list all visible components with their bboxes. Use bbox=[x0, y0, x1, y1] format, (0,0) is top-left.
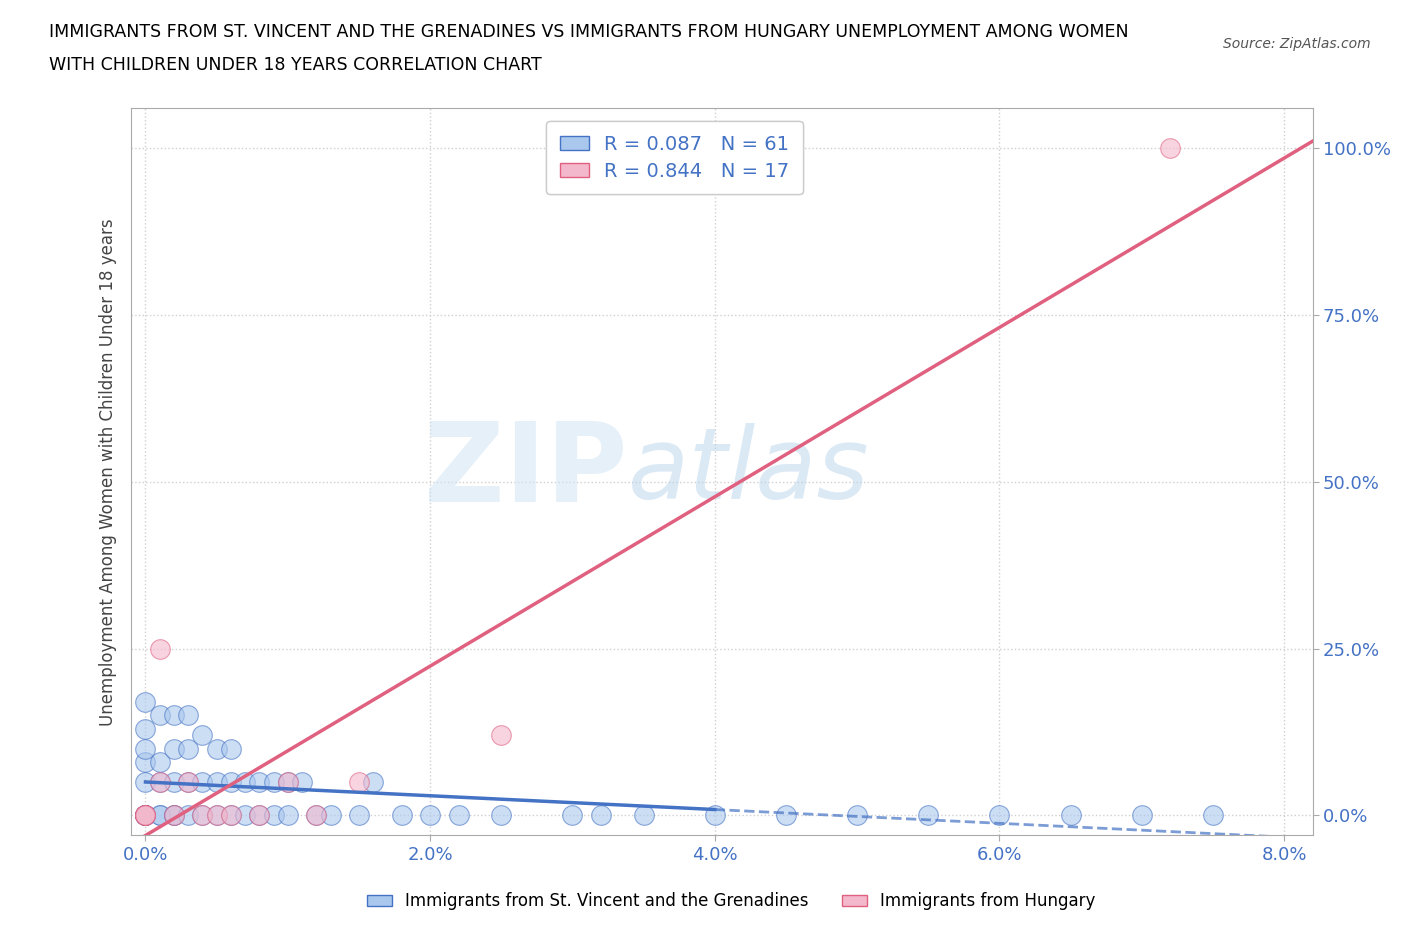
Point bbox=[247, 775, 270, 790]
Point bbox=[633, 808, 655, 823]
Point bbox=[177, 775, 200, 790]
Point bbox=[134, 808, 156, 823]
Point bbox=[191, 808, 214, 823]
Point bbox=[247, 808, 270, 823]
Point bbox=[191, 775, 214, 790]
Point bbox=[205, 775, 228, 790]
Point bbox=[361, 775, 384, 790]
Point bbox=[589, 808, 612, 823]
Point bbox=[305, 808, 328, 823]
Legend: Immigrants from St. Vincent and the Grenadines, Immigrants from Hungary: Immigrants from St. Vincent and the Gren… bbox=[360, 885, 1102, 917]
Point bbox=[263, 775, 285, 790]
Point bbox=[491, 808, 513, 823]
Point bbox=[491, 728, 513, 743]
Point bbox=[233, 775, 256, 790]
Point bbox=[233, 808, 256, 823]
Text: Source: ZipAtlas.com: Source: ZipAtlas.com bbox=[1223, 37, 1371, 51]
Point bbox=[219, 741, 242, 756]
Point bbox=[1202, 808, 1225, 823]
Point bbox=[163, 808, 186, 823]
Point bbox=[149, 808, 172, 823]
Point bbox=[846, 808, 869, 823]
Point bbox=[561, 808, 583, 823]
Point bbox=[149, 775, 172, 790]
Y-axis label: Unemployment Among Women with Children Under 18 years: Unemployment Among Women with Children U… bbox=[100, 218, 117, 725]
Point bbox=[988, 808, 1011, 823]
Point bbox=[205, 808, 228, 823]
Point bbox=[775, 808, 797, 823]
Point bbox=[219, 775, 242, 790]
Point bbox=[305, 808, 328, 823]
Point bbox=[219, 808, 242, 823]
Point bbox=[1130, 808, 1153, 823]
Point bbox=[291, 775, 314, 790]
Point bbox=[134, 721, 156, 736]
Point bbox=[163, 775, 186, 790]
Point bbox=[447, 808, 470, 823]
Point bbox=[177, 741, 200, 756]
Point bbox=[263, 808, 285, 823]
Point bbox=[149, 754, 172, 769]
Point bbox=[277, 808, 299, 823]
Point bbox=[191, 808, 214, 823]
Point bbox=[177, 775, 200, 790]
Point bbox=[163, 708, 186, 723]
Point bbox=[163, 808, 186, 823]
Point bbox=[134, 754, 156, 769]
Point bbox=[347, 808, 370, 823]
Point bbox=[149, 708, 172, 723]
Point bbox=[134, 808, 156, 823]
Point bbox=[163, 808, 186, 823]
Text: WITH CHILDREN UNDER 18 YEARS CORRELATION CHART: WITH CHILDREN UNDER 18 YEARS CORRELATION… bbox=[49, 56, 541, 73]
Point bbox=[419, 808, 441, 823]
Point bbox=[134, 775, 156, 790]
Point bbox=[917, 808, 939, 823]
Point bbox=[134, 808, 156, 823]
Point bbox=[134, 808, 156, 823]
Point bbox=[277, 775, 299, 790]
Text: ZIP: ZIP bbox=[425, 418, 627, 525]
Point bbox=[1159, 140, 1181, 155]
Point bbox=[247, 808, 270, 823]
Point bbox=[149, 808, 172, 823]
Text: IMMIGRANTS FROM ST. VINCENT AND THE GRENADINES VS IMMIGRANTS FROM HUNGARY UNEMPL: IMMIGRANTS FROM ST. VINCENT AND THE GREN… bbox=[49, 23, 1129, 41]
Point bbox=[205, 808, 228, 823]
Point bbox=[177, 808, 200, 823]
Point bbox=[149, 641, 172, 656]
Legend: R = 0.087   N = 61, R = 0.844   N = 17: R = 0.087 N = 61, R = 0.844 N = 17 bbox=[546, 121, 803, 194]
Point bbox=[134, 808, 156, 823]
Point bbox=[134, 808, 156, 823]
Point bbox=[134, 741, 156, 756]
Point bbox=[177, 708, 200, 723]
Text: atlas: atlas bbox=[627, 423, 869, 520]
Point bbox=[205, 741, 228, 756]
Point bbox=[134, 808, 156, 823]
Point bbox=[1059, 808, 1081, 823]
Point bbox=[163, 741, 186, 756]
Point bbox=[149, 775, 172, 790]
Point bbox=[319, 808, 342, 823]
Point bbox=[391, 808, 413, 823]
Point bbox=[277, 775, 299, 790]
Point bbox=[134, 808, 156, 823]
Point bbox=[134, 808, 156, 823]
Point bbox=[703, 808, 725, 823]
Point bbox=[191, 728, 214, 743]
Point bbox=[347, 775, 370, 790]
Point bbox=[219, 808, 242, 823]
Point bbox=[134, 695, 156, 710]
